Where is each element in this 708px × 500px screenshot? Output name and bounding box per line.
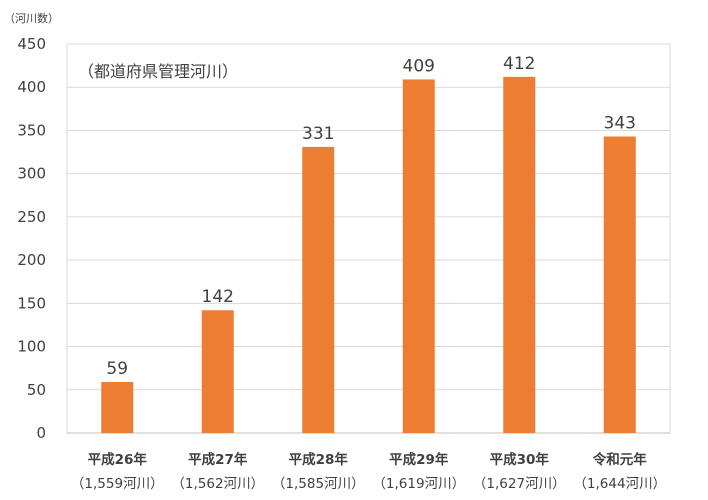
y-tick-label: 400 <box>17 78 46 96</box>
data-label: 412 <box>503 54 535 74</box>
y-tick-label: 450 <box>17 35 46 53</box>
bar <box>302 146 335 433</box>
x-category-label: 平成27年 <box>188 451 248 468</box>
chart-annotation: （都道府県管理河川） <box>78 62 238 81</box>
x-category-sublabel: （1,559河川） <box>71 476 164 492</box>
plot-area-border <box>66 43 671 434</box>
y-tick-label: 50 <box>27 381 46 399</box>
x-category-sublabel: （1,619河川） <box>372 476 465 492</box>
y-tick-label: 200 <box>17 251 46 269</box>
x-axis-categories: 平成26年 （1,559河川） 平成27年 （1,562河川） 平成28年 （1,585河… <box>71 451 666 492</box>
data-labels: 59 142 331 409 412 343 <box>106 54 636 379</box>
x-category-label: 平成30年 <box>490 451 550 468</box>
data-label: 142 <box>202 287 234 307</box>
bar <box>201 310 234 433</box>
bar <box>503 76 536 434</box>
bar <box>101 381 134 433</box>
x-category-sublabel: （1,644河川） <box>573 476 666 492</box>
y-tick-label: 250 <box>17 208 46 226</box>
data-label: 409 <box>403 56 435 76</box>
y-tick-label: 150 <box>17 294 46 312</box>
data-label: 343 <box>604 113 636 133</box>
bar <box>402 79 435 433</box>
x-category-label: 平成29年 <box>389 451 449 468</box>
x-category-label: 平成26年 <box>88 451 148 468</box>
x-category-sublabel: （1,627河川） <box>473 476 566 492</box>
y-tick-label: 300 <box>17 165 46 183</box>
x-category-label: 平成28年 <box>289 451 349 468</box>
data-label: 59 <box>106 359 128 379</box>
x-category-label: 令和元年 <box>592 451 647 468</box>
y-tick-label: 100 <box>17 338 46 356</box>
x-category-sublabel: （1,562河川） <box>171 476 264 492</box>
x-category-sublabel: （1,585河川） <box>272 476 365 492</box>
y-axis-ticks: 0 50 100 150 200 250 300 350 400 450 <box>17 35 46 442</box>
y-tick-label: 0 <box>36 424 46 442</box>
bars <box>101 76 636 434</box>
gridlines <box>66 43 671 434</box>
bar <box>603 136 636 434</box>
y-tick-label: 350 <box>17 121 46 139</box>
data-label: 331 <box>302 124 334 144</box>
y-axis-unit-label: （河川数） <box>4 12 59 25</box>
